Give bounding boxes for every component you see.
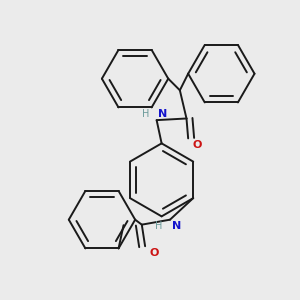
Text: N: N <box>158 110 167 119</box>
Text: H: H <box>155 221 163 231</box>
Text: O: O <box>192 140 202 150</box>
Text: H: H <box>142 110 149 119</box>
Text: O: O <box>149 248 158 258</box>
Text: N: N <box>172 221 181 231</box>
